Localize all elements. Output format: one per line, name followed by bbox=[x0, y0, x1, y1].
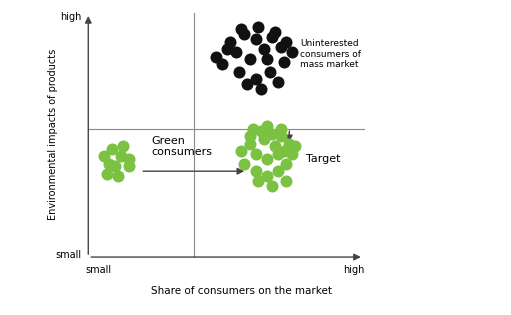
Point bbox=[125, 156, 133, 161]
Point bbox=[238, 27, 246, 32]
Point bbox=[263, 174, 271, 179]
Point bbox=[212, 54, 220, 59]
Text: Green
consumers: Green consumers bbox=[151, 135, 213, 157]
Text: Target: Target bbox=[306, 154, 341, 164]
Point bbox=[235, 69, 243, 74]
Point bbox=[103, 171, 111, 176]
Point bbox=[282, 39, 290, 44]
Point bbox=[288, 151, 296, 156]
Point bbox=[105, 161, 113, 166]
Text: small: small bbox=[85, 265, 111, 274]
Point bbox=[125, 164, 133, 169]
Point bbox=[268, 184, 276, 189]
Point bbox=[277, 126, 285, 131]
Point bbox=[288, 49, 296, 54]
Text: Share of consumers on the market: Share of consumers on the market bbox=[151, 286, 332, 296]
Point bbox=[257, 129, 265, 134]
Point bbox=[274, 169, 282, 174]
Point bbox=[243, 82, 251, 87]
Point bbox=[277, 44, 285, 49]
Point bbox=[100, 154, 108, 159]
Text: Uninterested
consumers of
mass market: Uninterested consumers of mass market bbox=[300, 39, 361, 69]
Point bbox=[268, 131, 276, 136]
Point bbox=[238, 149, 246, 154]
Point bbox=[274, 151, 282, 156]
Point bbox=[263, 124, 271, 129]
Point bbox=[120, 144, 128, 149]
Point bbox=[266, 69, 274, 74]
Point bbox=[254, 24, 263, 29]
Text: Environmental impacts of products: Environmental impacts of products bbox=[48, 48, 58, 220]
Point bbox=[282, 179, 290, 184]
Point bbox=[251, 169, 260, 174]
Point bbox=[114, 174, 122, 179]
Text: high: high bbox=[343, 265, 364, 274]
Point bbox=[251, 151, 260, 156]
Point bbox=[246, 134, 254, 139]
Text: small: small bbox=[55, 249, 81, 260]
Point bbox=[285, 141, 293, 146]
Point bbox=[117, 154, 125, 159]
Point bbox=[271, 29, 280, 34]
Point bbox=[274, 79, 282, 84]
Point bbox=[254, 179, 263, 184]
Point bbox=[246, 141, 254, 146]
Point bbox=[226, 39, 234, 44]
Point bbox=[240, 161, 248, 166]
Point bbox=[246, 57, 254, 62]
Point bbox=[251, 77, 260, 82]
Point bbox=[271, 144, 280, 149]
Text: high: high bbox=[60, 12, 81, 22]
Point bbox=[108, 146, 117, 151]
Point bbox=[257, 87, 265, 92]
Point bbox=[218, 62, 226, 67]
Point bbox=[260, 136, 268, 141]
Point bbox=[232, 49, 240, 54]
Point bbox=[263, 57, 271, 62]
Point bbox=[223, 47, 231, 52]
Point bbox=[282, 161, 290, 166]
Point bbox=[240, 32, 248, 37]
Point bbox=[280, 59, 288, 64]
Point bbox=[111, 164, 119, 169]
Point bbox=[249, 126, 257, 131]
Point bbox=[277, 134, 285, 139]
Point bbox=[291, 144, 299, 149]
Point bbox=[268, 34, 276, 39]
Point bbox=[260, 47, 268, 52]
Point bbox=[263, 156, 271, 161]
Point bbox=[251, 37, 260, 42]
Point bbox=[280, 149, 288, 154]
